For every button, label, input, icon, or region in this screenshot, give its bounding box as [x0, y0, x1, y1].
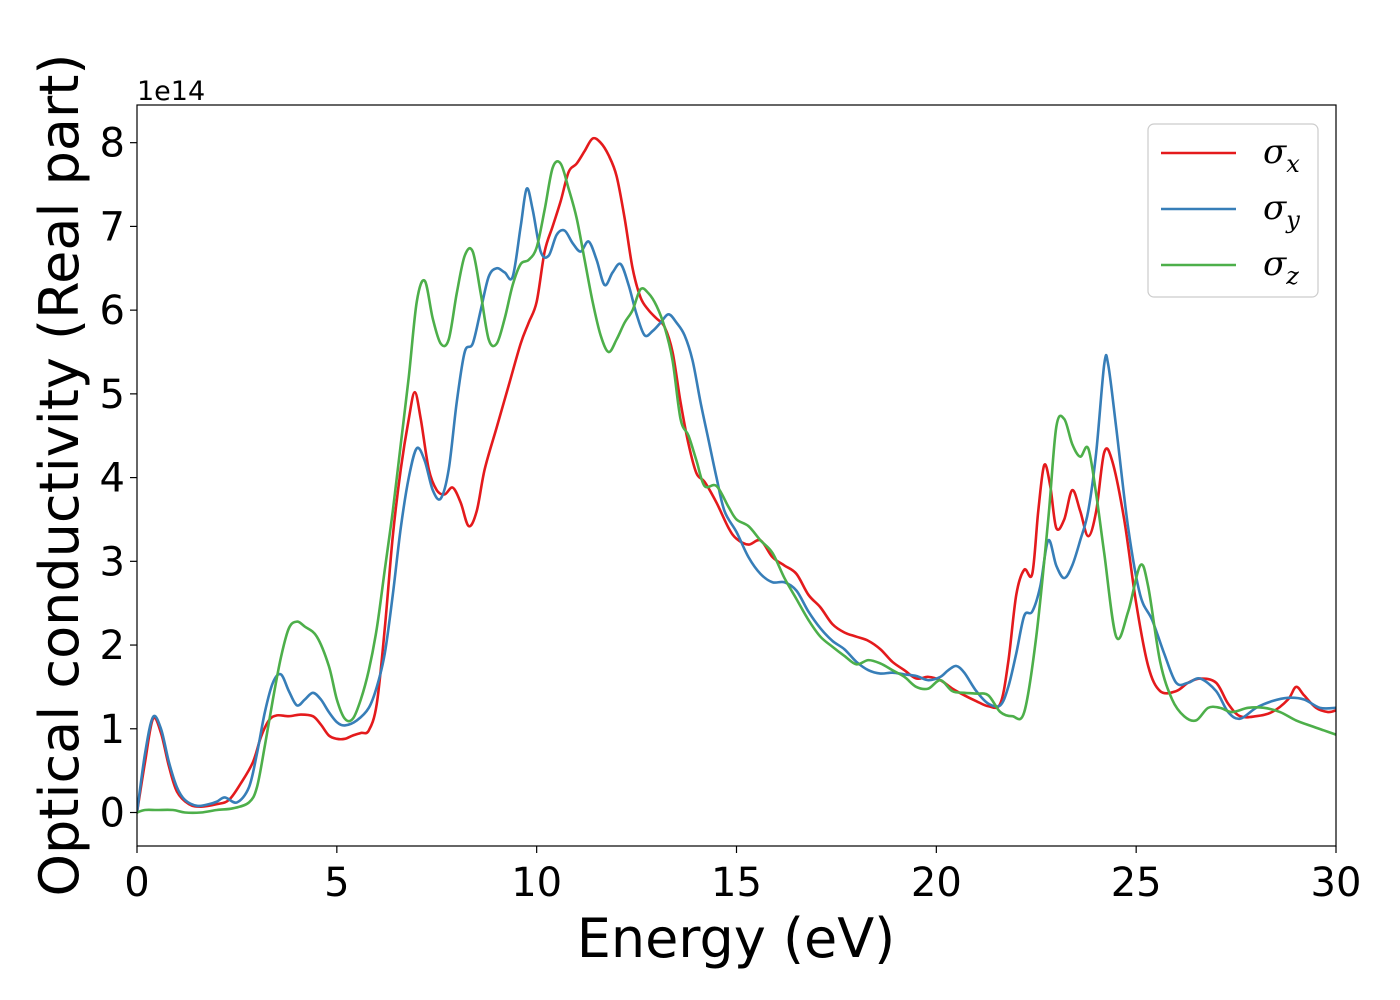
x-tick-label: 20	[911, 860, 962, 906]
legend-label-y: σy	[1263, 188, 1300, 234]
legend-subscript: x	[1286, 150, 1300, 178]
x-tick-label: 25	[1111, 860, 1162, 906]
y-tick-label: 1	[100, 707, 125, 753]
x-tick-label: 5	[324, 860, 349, 906]
series-layer	[137, 136, 1336, 815]
series-line-x	[137, 136, 1336, 814]
series-line-z	[137, 160, 1336, 815]
legend-subscript: y	[1285, 206, 1300, 234]
legend-subscript: z	[1285, 262, 1299, 290]
y-tick-label: 8	[100, 121, 125, 167]
legend-symbol: σ	[1263, 132, 1287, 172]
y-offset-text: 1e14	[137, 76, 205, 107]
y-tick-label: 2	[100, 623, 125, 669]
y-tick-label: 0	[100, 791, 125, 837]
y-tick-label: 3	[100, 539, 125, 585]
legend-label-x: σx	[1263, 132, 1300, 178]
x-tick-label: 10	[511, 860, 562, 906]
y-axis: 0 1 2 3 4 5 6 7 8	[100, 121, 137, 837]
legend-label-z: σz	[1263, 244, 1299, 290]
x-axis: 0 5 10 15 20 25 30	[124, 846, 1361, 906]
legend-frame	[1147, 123, 1319, 298]
x-tick-label: 15	[711, 860, 762, 906]
legend-symbol: σ	[1263, 244, 1287, 284]
y-tick-label: 6	[100, 288, 125, 334]
x-axis-label: Energy (eV)	[577, 907, 896, 970]
y-tick-label: 7	[100, 204, 125, 250]
x-tick-label: 0	[124, 860, 149, 906]
y-tick-label: 5	[100, 372, 125, 418]
y-tick-label: 4	[100, 456, 125, 502]
y-axis-label: Optical conductivity (Real part)	[28, 54, 91, 897]
legend-symbol: σ	[1263, 188, 1287, 228]
x-tick-label: 30	[1311, 860, 1362, 906]
